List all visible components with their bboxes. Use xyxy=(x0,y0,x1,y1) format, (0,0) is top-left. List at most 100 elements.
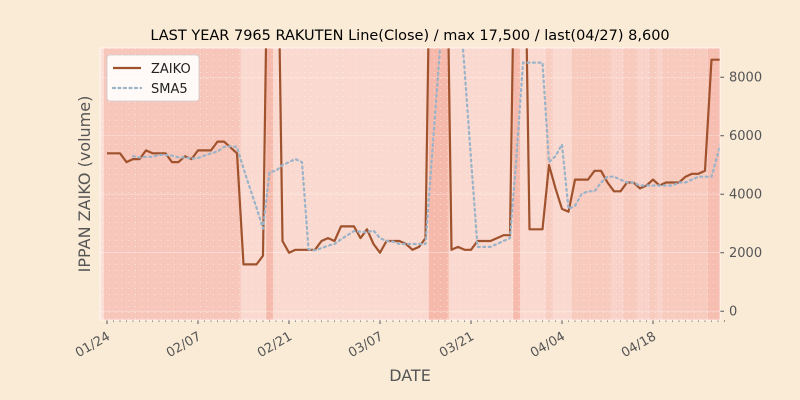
background-band xyxy=(305,48,313,320)
series-line-sma5 xyxy=(131,48,720,252)
background-band xyxy=(591,48,599,320)
x-tick-label: 03/07 xyxy=(346,329,386,361)
background-band xyxy=(493,48,501,320)
background-band xyxy=(162,48,170,320)
background-band xyxy=(610,48,618,320)
background-band xyxy=(331,48,339,320)
legend-box xyxy=(106,54,200,102)
series-layer xyxy=(107,48,720,266)
background-band xyxy=(344,48,352,320)
background-band xyxy=(454,48,462,320)
background-band xyxy=(227,48,235,320)
background-band xyxy=(721,48,728,320)
x-tick-label: 01/24 xyxy=(73,329,113,361)
background-band xyxy=(220,48,228,320)
background-band xyxy=(480,48,488,320)
y-tick-label: 0 xyxy=(729,305,737,320)
background-band xyxy=(142,48,150,320)
background-band xyxy=(402,48,410,320)
background-band xyxy=(558,48,566,320)
background-band xyxy=(389,48,397,320)
background-band xyxy=(487,48,495,320)
background-band xyxy=(318,48,326,320)
background-band xyxy=(194,48,202,320)
background-band xyxy=(578,48,586,320)
background-band xyxy=(701,48,709,320)
background-band xyxy=(675,48,683,320)
legend: ZAIKO SMA5 xyxy=(106,54,200,102)
background-band xyxy=(253,48,261,320)
x-axis: 01/24 02/07 02/21 03/07 03/21 04/04 04/18 xyxy=(73,320,725,361)
background-band xyxy=(175,48,183,320)
background-band xyxy=(409,48,417,320)
x-tick-label: 04/04 xyxy=(528,329,568,361)
background-band xyxy=(552,48,560,320)
background-band xyxy=(500,48,508,320)
background-band xyxy=(214,48,222,320)
x-tick-label: 04/18 xyxy=(619,329,659,361)
grid-lines xyxy=(100,76,720,312)
background-band xyxy=(597,48,605,320)
background-band xyxy=(539,48,547,320)
legend-label: SMA5 xyxy=(151,82,188,97)
background-band xyxy=(240,48,248,320)
background-band xyxy=(662,48,670,320)
background-band xyxy=(467,48,475,320)
legend-label: ZAIKO xyxy=(151,62,191,77)
background-band xyxy=(714,48,720,320)
y-tick-label: 6000 xyxy=(729,129,762,144)
background-band xyxy=(461,48,469,320)
background-band xyxy=(376,48,384,320)
background-band xyxy=(246,48,254,320)
background-band xyxy=(617,48,625,320)
background-band xyxy=(207,48,215,320)
background-band xyxy=(201,48,209,320)
y-tick-label: 8000 xyxy=(729,71,762,86)
background-band xyxy=(474,48,482,320)
background-band xyxy=(188,48,196,320)
background-band xyxy=(636,48,644,320)
x-tick-label: 03/21 xyxy=(437,329,477,361)
background-band xyxy=(415,48,423,320)
background-band xyxy=(428,48,436,320)
x-tick-label: 02/07 xyxy=(164,329,204,361)
background-band xyxy=(682,48,690,320)
background-band xyxy=(337,48,345,320)
background-band xyxy=(695,48,703,320)
background-band xyxy=(649,48,657,320)
x-tick-label: 02/21 xyxy=(255,329,295,361)
background-band xyxy=(513,48,521,320)
background-band xyxy=(357,48,365,320)
background-band xyxy=(396,48,404,320)
y-tick-label: 2000 xyxy=(729,246,762,261)
background-band xyxy=(116,48,124,320)
background-band xyxy=(532,48,540,320)
background-band xyxy=(233,48,241,320)
background-band xyxy=(311,48,319,320)
y-tick-label: 4000 xyxy=(729,188,762,203)
background-band xyxy=(123,48,131,320)
background-band xyxy=(370,48,378,320)
background-band xyxy=(669,48,677,320)
background-band xyxy=(383,48,391,320)
plot-frame xyxy=(99,47,721,321)
background-band xyxy=(519,48,527,320)
background-band xyxy=(565,48,573,320)
x-axis-label: DATE xyxy=(389,366,431,385)
background-band xyxy=(584,48,592,320)
background-band xyxy=(168,48,176,320)
background-band xyxy=(285,48,293,320)
background-band xyxy=(441,48,449,320)
background-band xyxy=(656,48,664,320)
background-band xyxy=(181,48,189,320)
background-band xyxy=(136,48,144,320)
background-band xyxy=(103,48,111,320)
chart-title: LAST YEAR 7965 RAKUTEN Line(Close) / max… xyxy=(150,28,669,44)
background-band xyxy=(129,48,137,320)
background-band xyxy=(110,48,118,320)
background-band xyxy=(350,48,358,320)
background-band xyxy=(435,48,443,320)
background-band xyxy=(324,48,332,320)
